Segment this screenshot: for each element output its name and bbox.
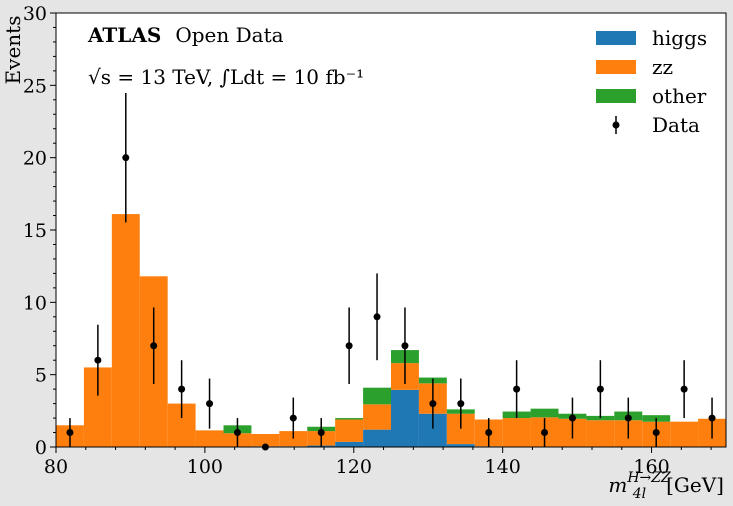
bar-higgs: [446, 444, 475, 447]
bar-other: [530, 408, 559, 418]
y-tick-label: 0: [35, 437, 47, 459]
bar-other: [335, 418, 364, 420]
y-axis-label: Events: [1, 16, 25, 85]
bar-zz: [279, 431, 308, 447]
legend-swatch-other: [596, 89, 636, 103]
y-tick-label: 20: [23, 148, 47, 170]
y-tick-label: 25: [23, 75, 47, 97]
data-point: [122, 154, 130, 162]
legend-data-marker: [612, 121, 620, 129]
x-tick-label: 120: [336, 456, 372, 478]
y-axis-ticks: 0 5 10 15 20 25 30: [23, 3, 56, 459]
x-axis-label-unit: [GeV]: [666, 473, 724, 497]
bar-zz: [586, 420, 615, 447]
bar-zz: [195, 430, 224, 447]
data-point: [373, 313, 381, 321]
legend-swatch-higgs: [596, 31, 636, 45]
data-point: [652, 429, 660, 437]
x-axis-label-sub: 4l: [632, 486, 646, 502]
data-points: [66, 92, 716, 451]
legend-label-higgs: higgs: [652, 26, 707, 50]
legend: higgs zz other Data: [596, 26, 707, 137]
bar-other: [363, 387, 391, 405]
data-point: [206, 400, 214, 408]
bar-higgs: [335, 441, 364, 447]
data-point: [624, 414, 632, 422]
data-point: [317, 429, 325, 437]
annotation-subtitle: Open Data: [175, 23, 283, 47]
data-point: [66, 429, 74, 437]
annotation-energy: √s = 13 TeV, ∫Ldt = 10 fb⁻¹: [88, 65, 364, 89]
x-tick-label: 80: [44, 456, 68, 478]
data-point: [345, 342, 353, 350]
x-tick-label: 160: [633, 456, 669, 478]
bar-higgs: [363, 429, 391, 447]
bar-zz: [251, 433, 280, 447]
x-axis-label-main: m: [608, 473, 627, 497]
legend-label-zz: zz: [652, 55, 673, 79]
bar-zz: [111, 214, 140, 447]
x-tick-label: 140: [485, 456, 521, 478]
data-point: [233, 429, 241, 437]
data-point: [708, 414, 716, 422]
data-point: [513, 385, 521, 393]
data-point: [178, 385, 186, 393]
data-point: [289, 414, 297, 422]
data-point: [401, 342, 409, 350]
y-tick-label: 30: [23, 3, 47, 25]
legend-label-other: other: [652, 84, 707, 108]
y-tick-label: 5: [35, 365, 47, 387]
data-point: [680, 385, 688, 393]
data-point: [596, 385, 604, 393]
bar-zz: [335, 419, 364, 442]
bar-zz: [363, 404, 391, 430]
data-point: [457, 400, 465, 408]
legend-swatch-zz: [596, 60, 636, 74]
x-axis-label: mH→ZZ 4l [GeV]: [608, 470, 724, 502]
data-point: [541, 429, 549, 437]
data-point: [485, 429, 493, 437]
y-tick-label: 15: [23, 220, 47, 242]
bar-zz: [502, 418, 531, 447]
x-axis-ticks: 80 100 120 140 160: [44, 447, 712, 478]
data-point: [429, 400, 437, 408]
data-point: [150, 342, 158, 350]
data-point: [94, 356, 102, 364]
annotation-experiment: ATLAS: [87, 23, 161, 47]
bar-higgs: [391, 389, 419, 447]
x-tick-label: 100: [187, 456, 223, 478]
legend-label-Data: Data: [652, 113, 700, 137]
data-point: [568, 414, 576, 422]
annotation-title: ATLAS Open Data: [87, 23, 284, 47]
bar-zz: [670, 421, 699, 447]
x-axis-label-sup: H→ZZ: [626, 470, 671, 486]
y-tick-label: 10: [23, 292, 47, 314]
